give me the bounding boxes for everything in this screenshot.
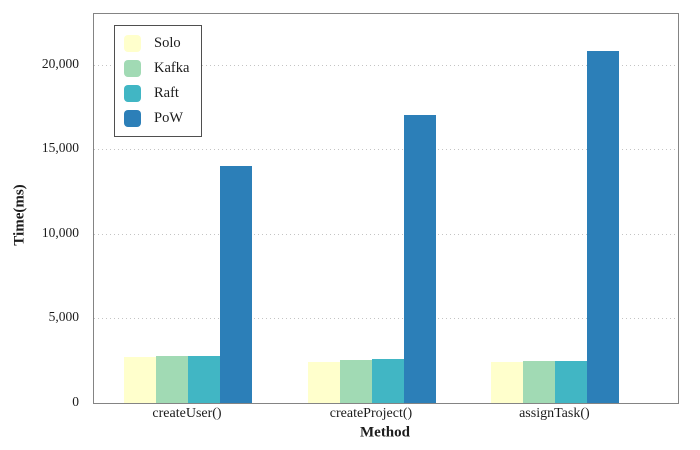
legend-label: Solo (154, 35, 181, 51)
bar-solo-2 (307, 361, 340, 403)
y-tick-label: 10,000 (41, 224, 79, 240)
x-tick-label-3: assignTask() (519, 406, 590, 421)
plot-area: Solo Kafka Raft PoW (93, 13, 679, 404)
bar-kafka-2 (339, 360, 372, 403)
x-tick-label-2: createProject() (329, 406, 413, 421)
y-tick-label: 5,000 (48, 309, 79, 325)
legend-label: PoW (154, 110, 183, 126)
gridline-5000 (94, 318, 678, 320)
legend-swatch-icon (124, 110, 141, 127)
bar-kafka-1 (156, 355, 189, 403)
legend: Solo Kafka Raft PoW (114, 25, 203, 137)
bar-solo-1 (124, 356, 157, 403)
gridline-10000 (94, 233, 678, 235)
bar-pow-1 (220, 166, 253, 403)
legend-label: Raft (154, 85, 179, 101)
gridline-20000 (94, 64, 678, 66)
gridline-15000 (94, 149, 678, 151)
x-tick-label-1: createUser() (152, 406, 222, 421)
legend-item-pow: PoW (124, 109, 189, 128)
y-axis-tick-labels: 0 5,000 10,000 15,000 20,000 (0, 13, 86, 409)
bar-raft-1 (188, 356, 221, 403)
legend-item-solo: Solo (124, 34, 189, 53)
bar-raft-2 (371, 359, 404, 403)
x-axis-title: Method (360, 424, 410, 441)
legend-swatch-icon (124, 85, 141, 102)
bar-kafka-3 (523, 361, 556, 403)
y-tick-label: 0 (72, 394, 79, 409)
legend-item-kafka: Kafka (124, 59, 189, 78)
bar-group-1 (124, 166, 253, 403)
y-tick-label: 20,000 (41, 55, 79, 71)
legend-label: Kafka (154, 60, 190, 76)
bar-pow-3 (587, 51, 620, 403)
legend-item-raft: Raft (124, 84, 189, 103)
legend-swatch-icon (124, 35, 141, 52)
bar-raft-3 (555, 360, 588, 403)
bar-solo-3 (491, 361, 524, 403)
y-tick-label: 15,000 (41, 140, 79, 156)
bar-pow-2 (403, 115, 436, 403)
bar-group-3 (491, 51, 620, 403)
legend-swatch-icon (124, 60, 141, 77)
bar-group-2 (307, 115, 436, 403)
